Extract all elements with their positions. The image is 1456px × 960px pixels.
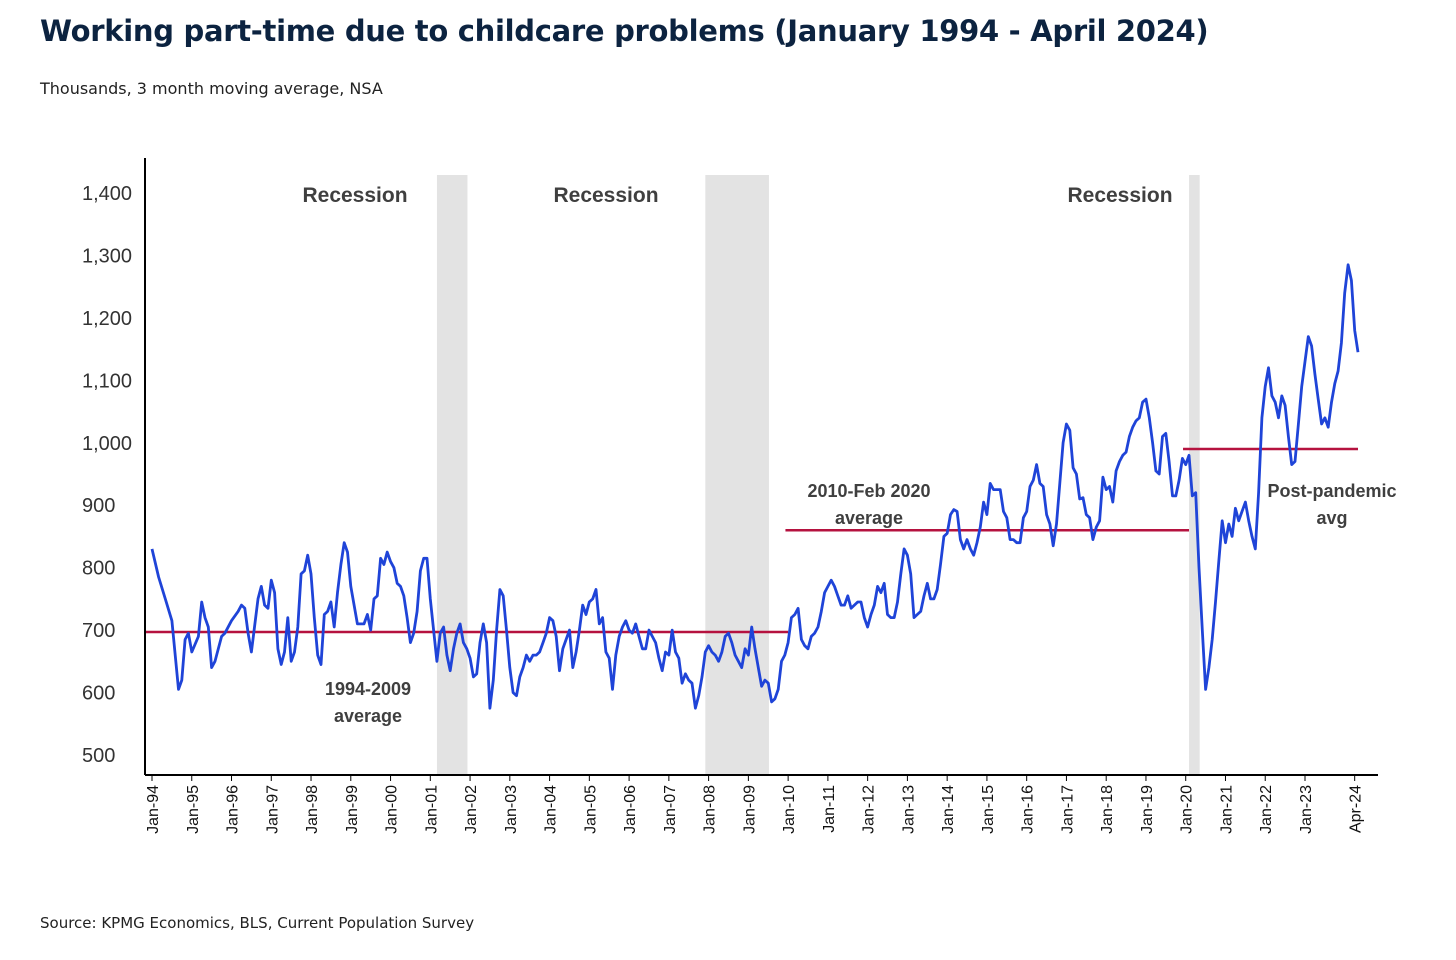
average-label-line: 2010-Feb 2020 — [807, 481, 930, 501]
x-tick-label: Jan-08 — [702, 785, 719, 834]
x-tick-label: Jan-21 — [1218, 785, 1235, 834]
series-lines — [150, 263, 1360, 710]
y-tick-label: 1,200 — [82, 308, 132, 330]
recession-band — [705, 175, 769, 775]
recession-labels: Recession Recession Recession — [302, 184, 1172, 207]
y-tick-label: 1,000 — [82, 433, 132, 455]
x-tick-label: Jan-18 — [1099, 785, 1116, 834]
series-line — [150, 263, 1360, 710]
average-label: 2010-Feb 2020 average — [807, 481, 930, 528]
x-tick-label: Jan-17 — [1059, 785, 1076, 834]
x-tick-label: Jan-00 — [384, 785, 401, 834]
recession-label: Recession — [302, 184, 407, 207]
x-tick-label: Jan-05 — [582, 785, 599, 834]
y-tick-label: 900 — [82, 495, 115, 517]
x-tick-label: Jan-22 — [1258, 785, 1275, 834]
x-tick-label: Jan-13 — [900, 785, 917, 834]
x-tick-label: Jan-03 — [503, 785, 520, 834]
x-tick-label: Jan-95 — [185, 785, 202, 834]
y-tick-label: 700 — [82, 620, 115, 642]
x-tick-label: Jan-20 — [1179, 785, 1196, 834]
recession-shading — [436, 175, 1200, 775]
x-tick-label: Jan-14 — [940, 785, 957, 834]
y-tick-label: 500 — [82, 745, 115, 767]
x-tick-label: Jan-09 — [741, 785, 758, 834]
x-tick-label: Jan-94 — [145, 785, 162, 834]
recession-band — [436, 175, 468, 775]
x-tick-label: Jan-07 — [662, 785, 679, 834]
x-tick-label: Jan-97 — [264, 785, 281, 834]
average-label-line: 1994-2009 — [325, 679, 411, 699]
y-tick-label: 800 — [82, 558, 115, 580]
y-tick-label: 1,400 — [82, 183, 132, 205]
average-label-line: average — [835, 508, 903, 528]
x-tick-label: Jan-01 — [423, 785, 440, 834]
x-tick-label: Jan-10 — [781, 785, 798, 834]
average-label-line: average — [334, 706, 402, 726]
average-label: 1994-2009 average — [325, 679, 411, 726]
x-tick-label: Jan-99 — [344, 785, 361, 834]
y-tick-label: 1,300 — [82, 245, 132, 267]
x-tick-label: Jan-19 — [1139, 785, 1156, 834]
x-tick-label: Jan-96 — [225, 785, 242, 834]
average-label-line: Post-pandemic — [1267, 481, 1396, 501]
average-label-line: avg — [1316, 508, 1347, 528]
average-labels: 1994-2009 average 2010-Feb 2020 average Post… — [325, 481, 1397, 726]
x-tick-label: Jan-23 — [1298, 785, 1315, 834]
y-tick-label: 600 — [82, 683, 115, 705]
x-tick-label: Jan-16 — [1020, 785, 1037, 834]
x-tick-label: Jan-04 — [543, 785, 560, 834]
average-label: Post-pandemic avg — [1267, 481, 1396, 528]
x-tick-label: Jan-02 — [463, 785, 480, 834]
x-tick-label: Jan-06 — [622, 785, 639, 834]
x-tick-label: Jan-12 — [861, 785, 878, 834]
x-tick-label: Jan-15 — [980, 785, 997, 834]
y-tick-label: 1,100 — [82, 370, 132, 392]
recession-band — [1189, 175, 1200, 775]
x-tick-label: Apr-24 — [1348, 785, 1365, 833]
recession-label: Recession — [1067, 184, 1172, 207]
x-tick-label: Jan-11 — [821, 785, 838, 833]
source-note: Source: KPMG Economics, BLS, Current Pop… — [40, 914, 475, 932]
chart-title: Working part-time due to childcare probl… — [40, 14, 1209, 48]
recession-label: Recession — [553, 184, 658, 207]
axes: 500 600 700 800 900 1,000 1,100 1,200 1,300 1,400… — [82, 158, 1378, 834]
x-tick-label: Jan-98 — [304, 785, 321, 834]
chart-subtitle: Thousands, 3 month moving average, NSA — [40, 79, 383, 98]
